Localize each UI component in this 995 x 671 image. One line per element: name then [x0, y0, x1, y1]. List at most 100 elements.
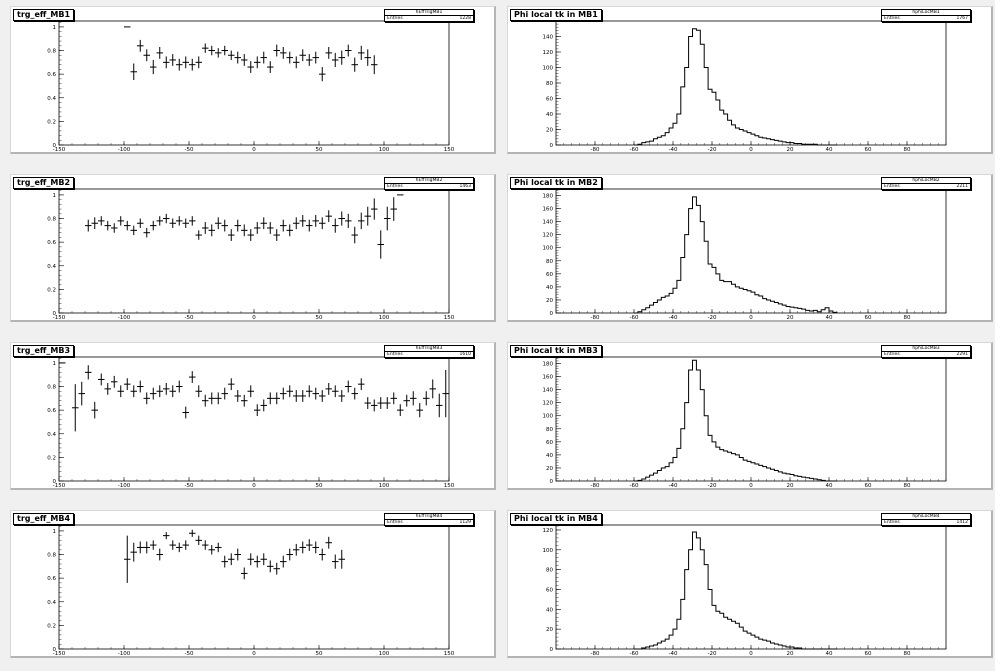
histogram-bin [778, 645, 782, 649]
histogram-bin [665, 296, 669, 313]
stats-histogram-name: hEffTrigMB4 [385, 514, 473, 520]
data-point [280, 46, 287, 59]
histogram-bin [755, 295, 759, 313]
data-point [345, 44, 352, 57]
data-point [364, 397, 371, 409]
x-tick-label: 150 [444, 483, 455, 489]
plot-title: Phi local tk in MB4 [510, 513, 602, 525]
y-tick-label: 0 [53, 311, 57, 317]
data-point [260, 399, 267, 412]
histogram-bin [646, 477, 650, 481]
data-point [358, 45, 365, 60]
stats-box: hphiLocMB4 Entries 1412 [881, 513, 971, 526]
data-point [371, 198, 378, 220]
plot-title: Phi local tk in MB2 [510, 177, 602, 189]
data-point [150, 220, 157, 231]
x-tick-label: -80 [591, 147, 600, 153]
histogram-bin [661, 468, 665, 481]
histogram-bin [798, 308, 802, 313]
x-tick-label: -150 [53, 483, 66, 489]
y-tick-label: 60 [546, 587, 553, 593]
y-tick-label: 0.8 [47, 217, 56, 223]
chart-svg: -150 -100 -50 0 50 100 150 0 0.2 0.4 0.6 0.8 1 [47, 188, 455, 321]
x-tick-label: 150 [444, 147, 455, 153]
data-point [124, 220, 131, 231]
data-point [390, 392, 397, 405]
histogram-bin [732, 621, 736, 649]
data-point [176, 58, 183, 71]
data-point [267, 61, 274, 73]
y-tick-label: 0.4 [47, 600, 56, 606]
x-tick-label: -150 [53, 651, 66, 657]
data-point [325, 536, 332, 549]
plot-frame [555, 188, 947, 314]
x-tick-label: -40 [669, 147, 678, 153]
histogram-bin [685, 68, 689, 146]
data-point [228, 378, 235, 391]
histogram-line [634, 531, 837, 650]
histogram-bin [747, 133, 751, 145]
data-point [111, 375, 118, 388]
y-tick-label: 20 [546, 128, 553, 134]
plot-frame [58, 524, 450, 650]
stats-entries-label: Entries [884, 184, 900, 189]
histogram-bin [720, 450, 724, 481]
y-tick-label: 0 [53, 143, 57, 149]
stats-entries-label: Entries [387, 520, 403, 525]
stats-histogram-name: hEffTrigMB2 [385, 178, 473, 184]
y-tick-label: 40 [546, 285, 553, 291]
data-point [234, 219, 241, 232]
stats-entries-row: Entries 2291 [882, 352, 970, 357]
data-point [189, 371, 196, 383]
histogram-bin [669, 293, 673, 313]
x-tick-label: -20 [708, 147, 717, 153]
histogram-bin [661, 297, 665, 313]
x-tick-label: -150 [53, 147, 66, 153]
data-point [254, 404, 261, 417]
histogram-bin [735, 287, 739, 313]
stats-entries-value: 1767 [956, 16, 968, 21]
data-point [91, 401, 98, 419]
data-point [293, 543, 300, 556]
y-tick-label: 80 [546, 427, 553, 433]
histogram-bin [790, 474, 794, 481]
x-tick-label: 150 [444, 651, 455, 657]
stats-box: hEffTrigMB2 Entries 1463 [384, 177, 474, 190]
x-tick-label: 40 [826, 147, 833, 153]
histogram-bin [794, 476, 798, 481]
histogram-bin [778, 141, 782, 145]
histogram-bin [735, 455, 739, 481]
histogram-bin [708, 264, 712, 313]
data-point [403, 394, 410, 407]
x-tick-label: -60 [630, 483, 639, 489]
histogram-bin [693, 29, 697, 145]
x-tick-label: -20 [708, 315, 717, 321]
y-tick-label: 0.8 [47, 553, 56, 559]
histogram-bin [728, 120, 732, 145]
x-tick-label: -20 [708, 651, 717, 657]
data-point [137, 39, 144, 52]
histogram-bin [767, 468, 771, 481]
x-tick-label: 0 [749, 315, 753, 321]
y-tick-label: 120 [543, 528, 554, 534]
data-point [221, 45, 228, 56]
y-tick-label: 40 [546, 112, 553, 118]
y-tick-label: 100 [543, 246, 554, 252]
plot-frame [58, 356, 450, 482]
x-tick-label: -100 [118, 483, 131, 489]
x-tick-label: 50 [316, 147, 323, 153]
histogram-bin [677, 114, 681, 145]
data-point [150, 540, 157, 550]
y-tick-label: 100 [543, 66, 554, 72]
data-point [202, 43, 209, 53]
histogram-bin [763, 299, 767, 313]
data-point [319, 217, 326, 230]
histogram-bin [774, 471, 778, 481]
stats-entries-value: 1129 [459, 520, 471, 525]
x-tick-label: 60 [865, 315, 872, 321]
data-point [260, 217, 267, 230]
histogram-bin [665, 639, 669, 649]
stats-box: hEffTrigMB4 Entries 1129 [384, 513, 474, 526]
y-tick-label: 180 [543, 194, 554, 200]
data-point [384, 397, 391, 409]
